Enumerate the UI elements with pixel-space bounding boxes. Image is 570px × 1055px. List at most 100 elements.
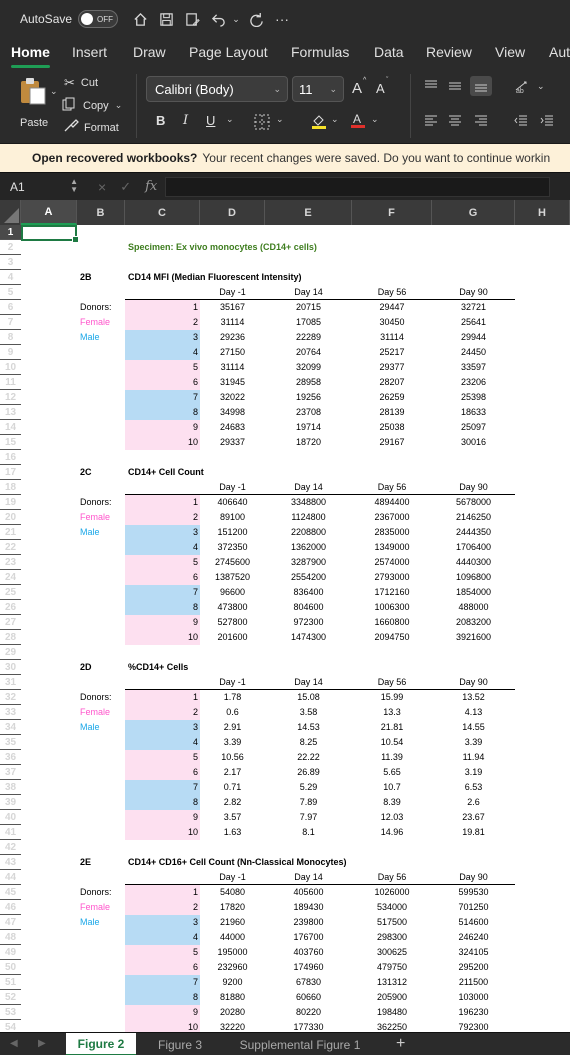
row-header-28[interactable]: 28 bbox=[0, 630, 21, 645]
donor-number[interactable]: 10 bbox=[125, 435, 200, 450]
row-header-10[interactable]: 10 bbox=[0, 360, 21, 375]
row-header-13[interactable]: 13 bbox=[0, 405, 21, 420]
donor-number[interactable]: 1 bbox=[125, 300, 200, 315]
row-header-29[interactable]: 29 bbox=[0, 645, 21, 660]
donor-number[interactable]: 7 bbox=[125, 585, 200, 600]
data-cell[interactable]: 20764 bbox=[295, 347, 322, 357]
data-cell[interactable]: 13.52 bbox=[462, 692, 485, 702]
data-cell[interactable]: 479750 bbox=[376, 962, 408, 972]
section-title[interactable]: %CD14+ Cells bbox=[128, 662, 189, 672]
row-header-5[interactable]: 5 bbox=[0, 285, 21, 300]
data-cell[interactable]: 21.81 bbox=[380, 722, 404, 732]
data-cell[interactable]: 804600 bbox=[293, 602, 324, 612]
day-header[interactable]: Day -1 bbox=[200, 870, 265, 885]
row-header-9[interactable]: 9 bbox=[0, 345, 21, 360]
column-header-f[interactable]: F bbox=[352, 200, 432, 225]
column-header-e[interactable]: E bbox=[265, 200, 352, 225]
data-cell[interactable]: 29337 bbox=[219, 437, 246, 447]
data-cell[interactable]: 599530 bbox=[458, 887, 489, 897]
chevron-down-icon[interactable]: ⌄ bbox=[232, 13, 240, 24]
row-header-11[interactable]: 11 bbox=[0, 375, 21, 390]
save-as-icon[interactable] bbox=[184, 11, 200, 27]
data-cell[interactable]: 20280 bbox=[219, 1007, 246, 1017]
donor-number[interactable]: 10 bbox=[125, 630, 200, 645]
align-left-icon[interactable] bbox=[424, 115, 438, 130]
data-cell[interactable]: 405600 bbox=[293, 887, 324, 897]
data-cell[interactable]: 6.53 bbox=[464, 782, 483, 792]
donor-number[interactable]: 6 bbox=[125, 960, 200, 975]
donor-number[interactable]: 2 bbox=[125, 900, 200, 915]
data-cell[interactable]: 28958 bbox=[295, 377, 322, 387]
row-header-52[interactable]: 52 bbox=[0, 990, 21, 1005]
data-cell[interactable]: 406640 bbox=[217, 497, 248, 507]
data-cell[interactable]: 2367000 bbox=[374, 512, 410, 522]
data-cell[interactable]: 21960 bbox=[219, 917, 246, 927]
data-cell[interactable]: 25038 bbox=[379, 422, 405, 432]
data-cell[interactable]: 2094750 bbox=[374, 632, 410, 642]
data-cell[interactable]: 1349000 bbox=[374, 542, 410, 552]
data-cell[interactable]: 1124800 bbox=[291, 512, 326, 522]
donor-number[interactable]: 2 bbox=[125, 705, 200, 720]
data-cell[interactable]: 27150 bbox=[219, 347, 246, 357]
data-cell[interactable]: 23708 bbox=[295, 407, 322, 417]
data-cell[interactable]: 17820 bbox=[219, 902, 246, 912]
data-cell[interactable]: 19256 bbox=[295, 392, 322, 402]
sheet-tab-supplemental-figure-1[interactable]: Supplemental Figure 1 bbox=[239, 1037, 361, 1052]
tab-draw[interactable]: Draw bbox=[133, 44, 166, 60]
column-header-a[interactable]: A bbox=[21, 200, 77, 225]
data-cell[interactable]: 517500 bbox=[376, 917, 408, 927]
row-header-6[interactable]: 6 bbox=[0, 300, 21, 315]
donors-label[interactable]: Donors: bbox=[80, 692, 112, 702]
increase-indent-icon[interactable] bbox=[540, 115, 554, 130]
donor-number[interactable]: 8 bbox=[125, 600, 200, 615]
data-cell[interactable]: 972300 bbox=[293, 617, 324, 627]
data-cell[interactable]: 2208800 bbox=[290, 527, 327, 537]
row-header-35[interactable]: 35 bbox=[0, 735, 21, 750]
chevron-down-icon[interactable]: ⌄ bbox=[371, 114, 379, 124]
data-cell[interactable]: 246240 bbox=[458, 932, 489, 942]
data-cell[interactable]: 2.91 bbox=[223, 722, 242, 732]
female-legend[interactable]: Female bbox=[80, 512, 111, 522]
donor-number[interactable]: 4 bbox=[125, 345, 200, 360]
data-cell[interactable]: 10.56 bbox=[221, 752, 244, 762]
data-cell[interactable]: 300625 bbox=[376, 947, 408, 957]
data-cell[interactable]: 1706400 bbox=[455, 542, 492, 552]
data-cell[interactable]: 403760 bbox=[293, 947, 324, 957]
donor-number[interactable]: 2 bbox=[125, 510, 200, 525]
data-cell[interactable]: 31945 bbox=[219, 377, 246, 387]
data-cell[interactable]: 3.57 bbox=[223, 812, 242, 822]
data-cell[interactable]: 151200 bbox=[217, 527, 248, 537]
data-cell[interactable]: 18720 bbox=[295, 437, 322, 447]
data-cell[interactable]: 18633 bbox=[460, 407, 487, 417]
data-cell[interactable]: 362250 bbox=[376, 1022, 408, 1032]
data-cell[interactable]: 15.99 bbox=[380, 692, 404, 702]
shrink-font-button[interactable]: A bbox=[376, 81, 385, 96]
data-cell[interactable]: 527800 bbox=[217, 617, 248, 627]
row-header-47[interactable]: 47 bbox=[0, 915, 21, 930]
donor-number[interactable]: 3 bbox=[125, 720, 200, 735]
data-cell[interactable]: 30016 bbox=[460, 437, 487, 447]
row-header-22[interactable]: 22 bbox=[0, 540, 21, 555]
data-cell[interactable]: 2146250 bbox=[455, 512, 492, 522]
select-all-corner[interactable] bbox=[0, 200, 21, 225]
donor-number[interactable]: 7 bbox=[125, 780, 200, 795]
donor-number[interactable]: 1 bbox=[125, 495, 200, 510]
row-header-26[interactable]: 26 bbox=[0, 600, 21, 615]
row-header-49[interactable]: 49 bbox=[0, 945, 21, 960]
donor-number[interactable]: 5 bbox=[125, 945, 200, 960]
column-header-g[interactable]: G bbox=[432, 200, 515, 225]
section-tag[interactable]: 2D bbox=[80, 662, 92, 672]
row-header-17[interactable]: 17 bbox=[0, 465, 21, 480]
female-legend[interactable]: Female bbox=[80, 317, 111, 327]
row-header-46[interactable]: 46 bbox=[0, 900, 21, 915]
data-cell[interactable]: 205900 bbox=[376, 992, 408, 1002]
font-name-select[interactable]: Calibri (Body) ⌄ bbox=[146, 76, 288, 102]
donor-number[interactable]: 10 bbox=[125, 1020, 200, 1032]
italic-button[interactable]: I bbox=[183, 113, 189, 128]
section-title[interactable]: CD14+ Cell Count bbox=[128, 467, 204, 477]
formula-input[interactable] bbox=[165, 176, 551, 197]
autosave-toggle[interactable]: OFF bbox=[78, 10, 119, 28]
data-cell[interactable]: 3.19 bbox=[464, 767, 483, 777]
data-cell[interactable]: 29447 bbox=[379, 302, 405, 312]
grow-font-button[interactable]: A bbox=[352, 80, 363, 97]
